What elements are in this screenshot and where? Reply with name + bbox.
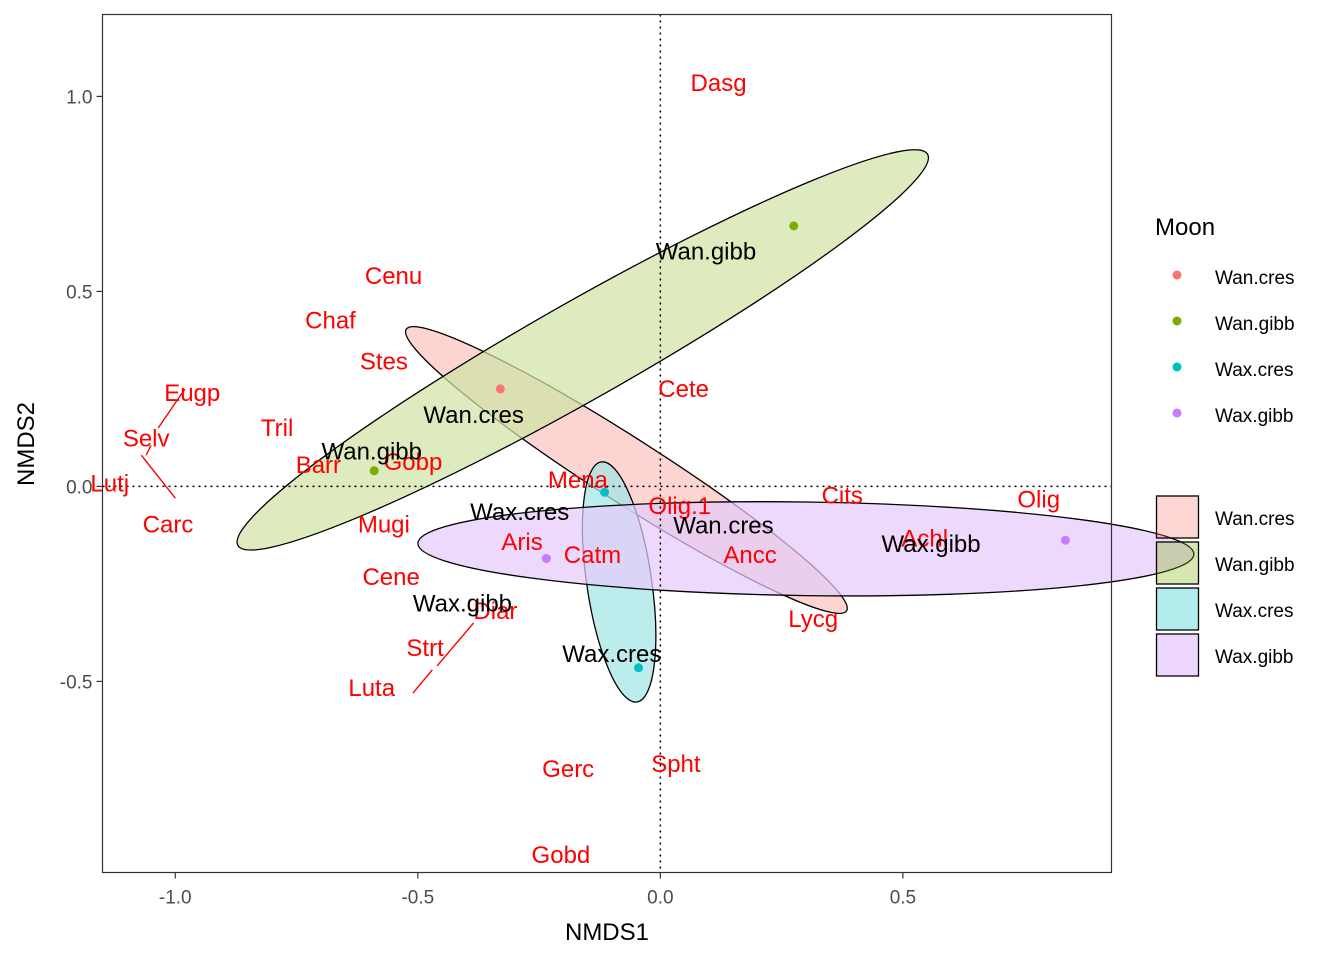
species-label: Carc [143,512,194,539]
legend-point-label: Wan.gibb [1215,314,1295,335]
x-tick-label: -1.0 [159,888,192,909]
species-label: Lycg [788,606,838,633]
point-wax-gibb [541,554,551,564]
species-label: Luta [348,675,395,702]
legend-fill-key [1155,541,1200,585]
group-label: Wan.cres [673,512,773,539]
x-tick-label: 0.5 [890,888,916,909]
species-label: Gobp [384,449,443,476]
group-ellipses [236,149,1195,703]
group-label: Wax.gibb [881,531,980,558]
legend-fill-label: Wan.gibb [1215,555,1295,576]
group-label: Wan.cres [423,402,523,429]
group-label: Wax.gibb [413,590,512,617]
species-label: Achl [901,525,948,552]
label-connectors [140,388,475,694]
species-label: Chaf [305,308,356,335]
point-wan-gibb [789,221,799,231]
x-axis-title: NMDS1 [565,919,649,946]
group-labels: Wan.cresWan.cresWan.gibbWan.gibbWax.cres… [321,239,980,668]
legend-point-key [1172,316,1182,326]
point-wax-cres [600,487,610,497]
species-label: Mugi [358,512,410,539]
species-label: Spht [651,751,701,778]
group-label: Wan.gibb [321,438,422,465]
y-tick-label: 0.0 [66,477,92,498]
y-axis-title: NMDS2 [13,402,40,486]
ellipse-wan-gibb [236,149,930,551]
species-label: Catm [564,542,621,569]
species-label: Dasg [691,70,747,97]
species-label: Cits [822,482,863,509]
axes: -1.0 -0.5 0.0 0.5 -0.5 0.0 0.5 1.0 [60,87,916,908]
species-label: Eugp [164,380,220,407]
label-connector [436,622,475,667]
species-label: Olig.1 [648,493,711,520]
species-label: Ancc [723,542,776,569]
x-tick-label: -0.5 [401,888,434,909]
point-wax-gibb [1060,535,1070,545]
species-label: Lutj [90,471,129,498]
y-tick-label: 1.0 [66,87,92,108]
legend-point-key [1172,362,1182,372]
species-label: Tril [261,415,293,442]
species-label: Strt [406,635,444,662]
species-label: Selv [123,425,170,452]
ellipse-wax-gibb [417,501,1195,597]
legend-point-label: Wax.cres [1215,360,1293,381]
species-label: Cete [658,376,709,403]
legend-point-key [1172,270,1182,280]
point-wan-gibb [369,466,379,476]
label-connector [157,388,186,429]
legend-point-key [1172,408,1182,418]
legend-fill-key [1155,495,1200,539]
species-label: Olig [1017,486,1060,513]
group-label: Wax.cres [470,499,569,526]
point-wax-cres [634,663,644,673]
legend-title: Moon [1155,214,1215,241]
species-label: Mena [548,467,609,494]
reference-lines [102,14,1112,873]
group-label: Wax.cres [562,641,661,668]
legend-fill-label: Wan.cres [1215,509,1295,530]
legend-fill-label: Wax.gibb [1215,647,1294,668]
y-tick-label: -0.5 [60,672,93,693]
species-label: Gerc [542,756,594,783]
species-label: Cenu [365,263,422,290]
species-label: Diar [473,598,517,625]
label-connector [412,669,433,694]
plot-panel-border [101,13,1113,874]
legend-point-label: Wan.cres [1215,268,1295,289]
legend-fill-label: Wax.cres [1215,601,1293,622]
species-label: Stes [360,349,408,376]
legend: Moon Wan.cres Wan.gibb Wax.cres Wax.gibb Wan… [1155,214,1295,677]
species-label: Aris [501,529,542,556]
group-points [369,221,1070,673]
legend-fill-key [1155,633,1200,677]
label-connector [145,445,152,456]
species-label: Barr [296,452,341,479]
x-tick-label: 0.0 [647,888,673,909]
legend-point-label: Wax.gibb [1215,406,1294,427]
legend-fill-key [1155,587,1200,631]
label-connector [140,454,176,499]
y-tick-label: 0.5 [66,282,92,303]
species-label: Cene [362,564,419,591]
group-label: Wan.gibb [656,239,757,266]
species-label: Gobd [532,842,591,869]
point-wan-cres [495,384,505,394]
